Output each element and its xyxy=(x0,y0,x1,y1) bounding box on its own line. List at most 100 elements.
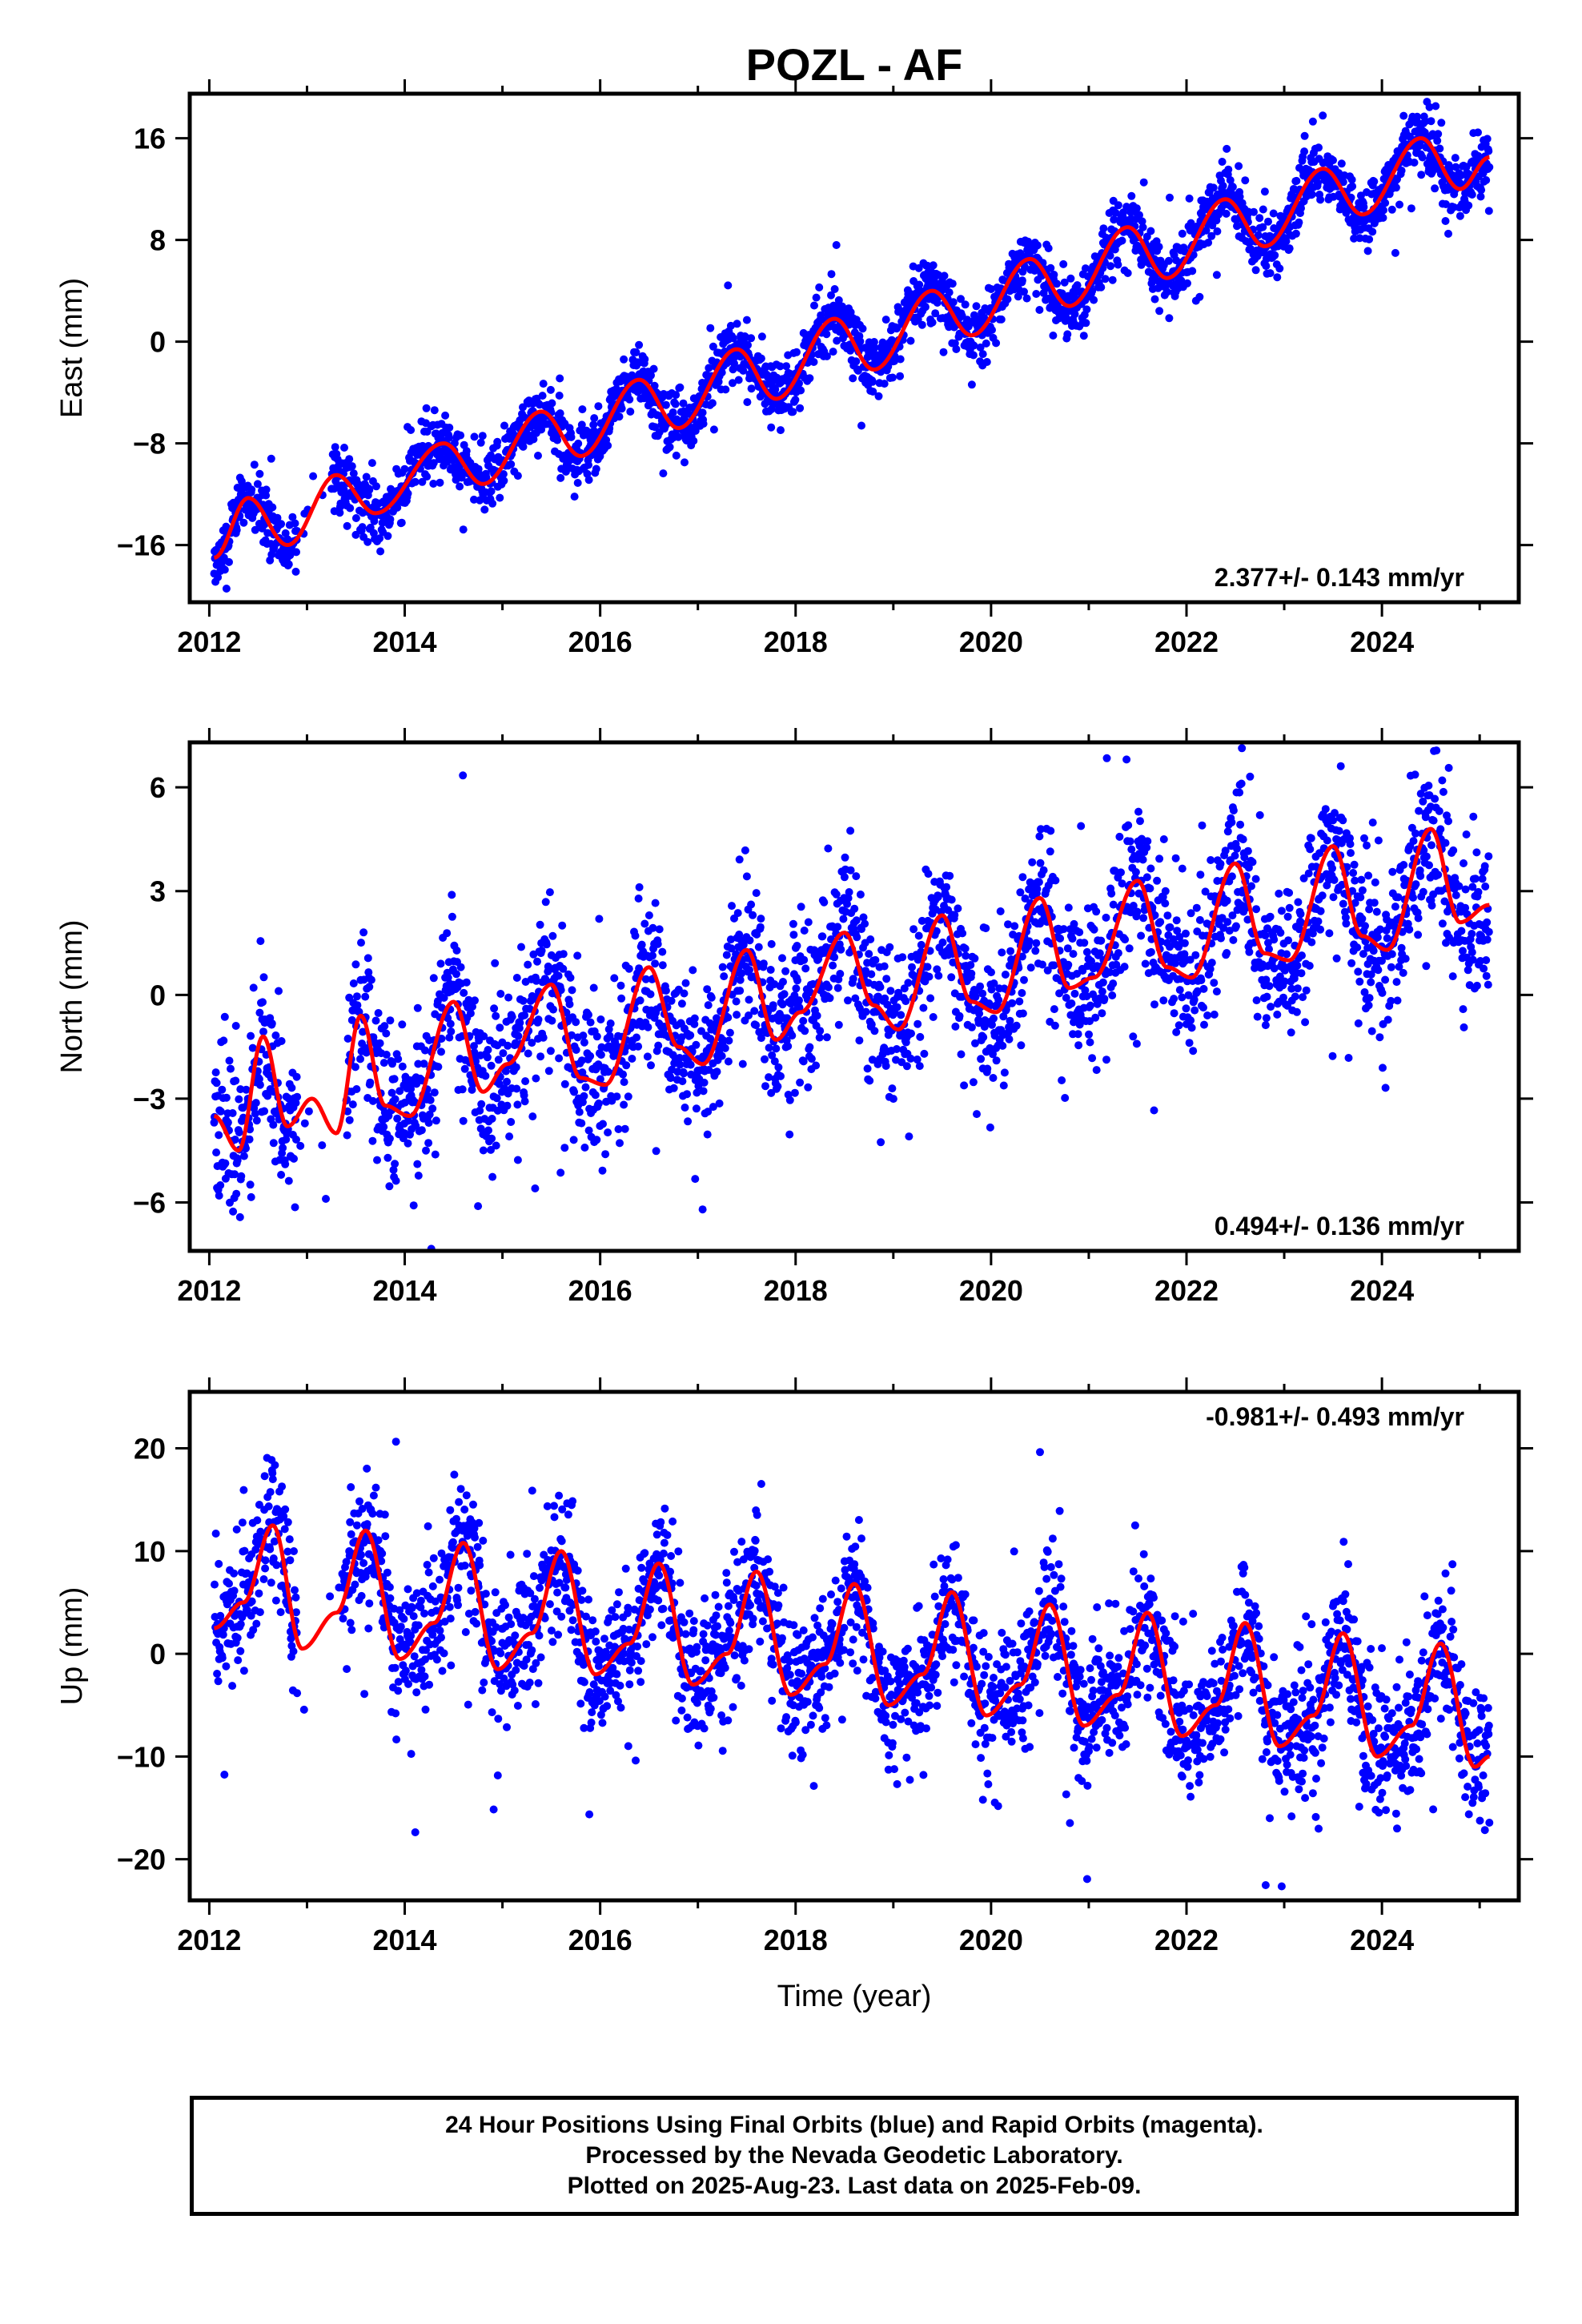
east-data-point xyxy=(1410,159,1419,167)
north-data-point xyxy=(681,1104,689,1112)
north-data-point xyxy=(979,1033,988,1042)
east-data-point xyxy=(777,426,785,435)
north-data-point xyxy=(692,1040,701,1049)
east-data-point xyxy=(1044,244,1053,252)
east-data-point xyxy=(1099,224,1108,233)
north-data-point xyxy=(844,894,853,903)
north-data-point xyxy=(434,1063,443,1072)
east-data-point xyxy=(429,459,438,468)
east-data-point xyxy=(1209,183,1218,192)
north-data-point xyxy=(1178,864,1186,873)
east-data-point xyxy=(487,487,496,496)
east-data-point xyxy=(444,433,453,442)
east-data-point xyxy=(556,374,564,383)
north-data-point xyxy=(868,1055,877,1064)
north-data-point xyxy=(1304,869,1313,878)
east-data-point xyxy=(478,432,487,440)
north-data-point xyxy=(524,1049,532,1058)
north-data-point xyxy=(1170,995,1178,1003)
north-data-point xyxy=(612,1092,621,1101)
east-data-point xyxy=(1053,279,1061,288)
north-data-point xyxy=(413,1003,422,1012)
east-data-point xyxy=(429,480,438,488)
north-data-point xyxy=(975,1009,984,1018)
east-data-point xyxy=(957,295,965,304)
north-data-point xyxy=(684,1117,693,1126)
north-data-point xyxy=(707,993,716,1002)
north-data-point xyxy=(1126,837,1134,846)
east-data-point xyxy=(291,567,300,576)
north-data-point xyxy=(1291,992,1299,1001)
east-data-point xyxy=(1079,332,1088,340)
east-data-point xyxy=(1417,171,1426,179)
east-data-point xyxy=(1110,215,1118,224)
north-data-point xyxy=(1063,944,1072,953)
north-data-point xyxy=(913,1055,921,1063)
north-data-point xyxy=(1037,825,1045,834)
north-data-point xyxy=(371,1016,380,1025)
east-data-point xyxy=(1250,207,1258,216)
east-data-point xyxy=(1433,136,1442,145)
east-data-point xyxy=(1300,131,1309,140)
east-data-point xyxy=(681,458,689,467)
east-data-point xyxy=(1452,163,1460,171)
north-data-point xyxy=(1196,870,1205,879)
north-data-point xyxy=(361,992,370,1001)
north-data-point xyxy=(589,983,598,992)
north-data-point xyxy=(1171,854,1180,862)
east-data-point xyxy=(940,271,949,280)
north-data-point xyxy=(804,1083,813,1092)
east-data-point xyxy=(470,432,479,441)
north-data-point xyxy=(779,978,787,986)
north-data-point xyxy=(404,1139,412,1148)
north-data-point xyxy=(698,1205,707,1214)
north-data-point xyxy=(793,942,801,950)
north-data-point xyxy=(470,1042,478,1051)
north-data-point xyxy=(247,1031,255,1040)
east-data-point xyxy=(376,547,385,556)
north-data-point xyxy=(1034,878,1043,887)
north-data-point xyxy=(1299,874,1308,883)
north-data-point xyxy=(1243,915,1252,924)
north-data-point xyxy=(1070,989,1079,998)
east-data-point xyxy=(698,408,707,417)
east-data-point xyxy=(423,472,432,481)
east-data-point xyxy=(1066,274,1075,283)
north-data-point xyxy=(1146,864,1155,873)
east-data-point xyxy=(1348,182,1357,191)
north-data-point xyxy=(1178,993,1186,1002)
north-data-point xyxy=(989,1050,997,1059)
east-data-point xyxy=(1451,154,1460,163)
east-data-point xyxy=(1477,186,1486,195)
east-x-tick-label: 2024 xyxy=(1350,625,1414,658)
east-data-point xyxy=(462,447,471,456)
north-data-point xyxy=(1142,873,1151,882)
north-data-point xyxy=(1219,923,1228,932)
east-data-point xyxy=(982,358,991,366)
north-data-point xyxy=(1193,927,1202,936)
north-data-point xyxy=(845,888,853,896)
north-data-point xyxy=(352,992,361,1001)
north-data-point xyxy=(876,983,885,991)
north-data-point xyxy=(795,996,803,1005)
north-data-point xyxy=(400,1098,409,1107)
north-data-point xyxy=(605,1031,614,1040)
north-data-point xyxy=(720,972,729,981)
north-data-point xyxy=(1203,1011,1212,1019)
north-data-point xyxy=(617,994,626,1003)
east-data-point xyxy=(1114,201,1122,210)
north-data-point xyxy=(1223,949,1231,957)
north-data-point xyxy=(231,1076,240,1085)
north-data-point xyxy=(519,996,528,1005)
east-data-point xyxy=(1014,292,1022,301)
north-data-point xyxy=(1110,866,1119,875)
north-data-point xyxy=(987,985,996,994)
north-data-point xyxy=(545,888,554,897)
east-data-point xyxy=(1485,163,1494,171)
north-data-point xyxy=(548,931,557,940)
north-data-point xyxy=(242,1085,251,1094)
east-data-point xyxy=(928,318,937,327)
east-data-point xyxy=(1379,214,1387,222)
north-data-point xyxy=(577,1056,586,1065)
north-data-point xyxy=(1197,976,1206,984)
